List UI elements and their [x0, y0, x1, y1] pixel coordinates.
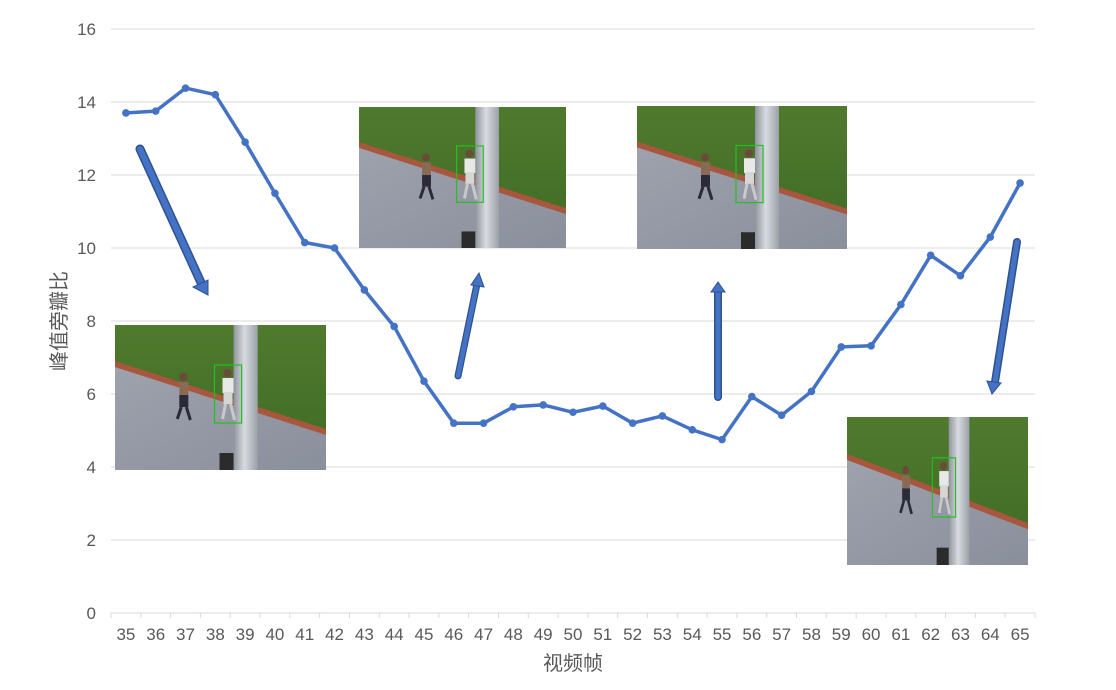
data-point-frame-37 — [181, 84, 190, 92]
x-tick-label: 63 — [951, 625, 970, 644]
data-point-frame-36 — [151, 107, 160, 115]
data-point-frame-51 — [599, 402, 607, 410]
x-tick-label: 44 — [385, 625, 404, 644]
x-tick-label: 62 — [921, 625, 940, 644]
x-tick-label: 36 — [146, 625, 165, 644]
y-axis-ticks: 0 2 4 6 8 10 12 14 16 — [77, 20, 96, 623]
y-tick-label: 8 — [87, 312, 96, 331]
x-tick-label: 45 — [415, 625, 434, 644]
data-point-frame-58 — [807, 387, 816, 396]
x-tick-label: 56 — [742, 625, 761, 644]
x-tick-label: 50 — [564, 625, 583, 644]
x-tick-label: 40 — [265, 625, 284, 644]
data-point-frame-47 — [479, 419, 488, 428]
data-point-frame-60 — [867, 342, 875, 350]
frame-thumbnail-1 — [115, 325, 326, 470]
x-tick-label: 48 — [504, 625, 523, 644]
x-tick-label: 59 — [832, 625, 851, 644]
x-tick-label: 52 — [623, 625, 642, 644]
x-tick-label: 54 — [683, 625, 702, 644]
data-point-frame-35 — [122, 109, 130, 117]
data-point-frame-52 — [628, 419, 637, 428]
data-point-frame-65 — [1016, 179, 1024, 187]
x-tick-label: 35 — [116, 625, 135, 644]
data-point-frame-48 — [509, 402, 518, 411]
data-point-frame-57 — [777, 411, 786, 419]
y-tick-label: 4 — [87, 458, 96, 477]
annotation-arrow-4 — [986, 238, 1021, 395]
data-point-frame-49 — [539, 401, 547, 409]
frame-thumbnail-4 — [847, 417, 1028, 565]
data-point-frame-61 — [897, 300, 905, 309]
data-point-frame-45 — [420, 377, 428, 386]
data-point-frame-43 — [360, 286, 369, 294]
data-point-frame-46 — [449, 419, 458, 428]
data-point-frame-42 — [330, 244, 339, 252]
x-tick-label: 61 — [891, 625, 910, 644]
data-point-frame-41 — [300, 238, 309, 247]
x-tick-label: 51 — [593, 625, 612, 644]
data-point-frame-53 — [658, 412, 667, 420]
data-point-frame-59 — [837, 343, 846, 351]
x-tick-label: 55 — [713, 625, 732, 644]
frame-thumbnail-2 — [359, 107, 566, 248]
x-tick-label: 49 — [534, 625, 553, 644]
x-tick-label: 41 — [295, 625, 314, 644]
y-tick-label: 12 — [77, 166, 96, 185]
x-axis-ticks: 35 36 37 38 39 40 41 42 43 44 45 46 47 48 49 50 51 52 53 54… — [110, 613, 1036, 644]
x-tick-label: 60 — [862, 625, 881, 644]
y-tick-label: 0 — [87, 604, 96, 623]
data-point-frame-62 — [926, 251, 935, 260]
data-point-frame-40 — [271, 189, 279, 198]
x-tick-label: 37 — [176, 625, 195, 644]
data-point-frame-63 — [956, 271, 965, 280]
x-tick-label: 65 — [1011, 625, 1030, 644]
y-tick-label: 2 — [87, 531, 96, 550]
x-tick-label: 53 — [653, 625, 672, 644]
x-tick-label: 39 — [236, 625, 255, 644]
y-tick-label: 14 — [77, 93, 96, 112]
data-point-frame-38 — [211, 90, 220, 99]
data-point-frame-50 — [569, 408, 577, 417]
x-tick-label: 47 — [474, 625, 493, 644]
x-tick-label: 42 — [325, 625, 344, 644]
data-point-frame-44 — [390, 322, 398, 331]
y-tick-label: 10 — [77, 239, 96, 258]
data-point-frame-54 — [688, 425, 697, 434]
x-tick-label: 64 — [981, 625, 1000, 644]
annotation-arrow-1 — [135, 144, 209, 296]
data-point-frame-56 — [748, 392, 756, 401]
frame-thumbnail-3 — [637, 106, 847, 249]
y-tick-label: 6 — [87, 385, 96, 404]
x-tick-label: 38 — [206, 625, 225, 644]
y-tick-label: 16 — [77, 20, 96, 39]
annotation-arrow-3 — [710, 281, 726, 401]
series-peak-sidelobe-ratio — [122, 84, 1024, 444]
data-point-frame-39 — [241, 138, 249, 146]
x-tick-label: 58 — [802, 625, 821, 644]
x-tick-label: 43 — [355, 625, 374, 644]
annotation-arrow-2 — [454, 271, 485, 380]
x-axis-title: 视频帧 — [543, 651, 603, 675]
y-axis-title: 峰值旁瓣比 — [47, 271, 71, 371]
data-point-frame-55 — [718, 435, 726, 444]
data-point-frame-64 — [986, 233, 995, 241]
x-tick-label: 57 — [772, 625, 791, 644]
x-tick-label: 46 — [444, 625, 463, 644]
